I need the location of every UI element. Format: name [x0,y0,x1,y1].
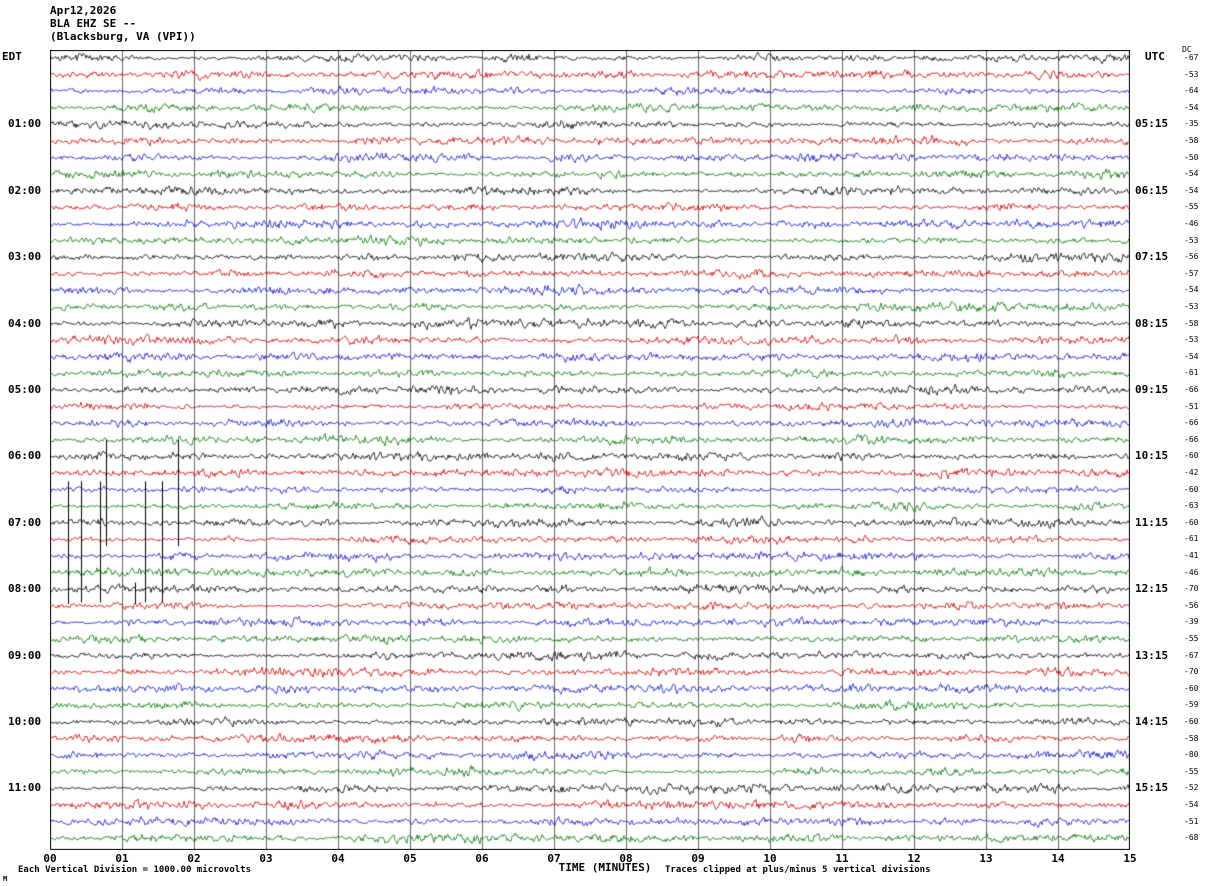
x-tick-label: 09 [691,852,705,865]
dc-value: -55 [1184,634,1199,643]
x-tick-label: 02 [187,852,201,865]
dc-value: -53 [1184,302,1199,311]
utc-label: 13:15 [1135,648,1169,662]
dc-value: -60 [1184,451,1199,461]
dc-value: -67 [1184,53,1199,62]
edt-label: 08:00 [8,582,42,596]
dc-value: -54 [1184,351,1199,361]
dc-value: -80 [1184,750,1199,760]
dc-value: -58 [1184,733,1199,743]
edt-label: 03:00 [8,250,42,264]
dc-offset-header: DC [1182,45,1192,54]
dc-value: -60 [1184,717,1199,726]
dc-value: -56 [1184,600,1199,610]
seismogram-canvas [50,50,1130,850]
dc-value: -67 [1184,650,1199,660]
utc-label: 11:15 [1135,515,1169,529]
dc-value: -46 [1184,219,1199,228]
x-tick-label: 06 [475,852,489,865]
edt-label: 07:00 [8,515,42,529]
dc-value: -60 [1184,517,1199,527]
dc-value: -54 [1184,102,1199,112]
dc-value: -39 [1184,617,1199,627]
dc-value: -50 [1184,152,1199,162]
dc-value: -42 [1184,468,1199,477]
utc-label: 07:15 [1135,250,1169,264]
right-timezone-label: UTC [1145,50,1165,63]
utc-label: 14:15 [1135,715,1169,728]
dc-value: -60 [1184,484,1199,494]
dc-value: -54 [1184,800,1199,809]
header-station: BLA EHZ SE -- [50,17,137,30]
x-tick-label: 13 [979,852,993,865]
x-tick-label: 00 [43,852,57,865]
dc-value: -59 [1184,700,1199,710]
x-tick-label: 01 [115,852,129,865]
dc-value: -61 [1184,368,1199,378]
edt-label: 01:00 [8,117,42,131]
utc-label: 08:15 [1135,316,1169,330]
header-location: (Blacksburg, VA (VPI)) [50,30,196,43]
utc-label: 09:15 [1135,383,1169,396]
dc-value: -55 [1184,766,1199,776]
dc-value: -46 [1184,567,1199,577]
dc-value: -70 [1184,667,1199,677]
edt-label: 02:00 [8,183,42,197]
x-tick-label: 04 [331,852,345,865]
edt-label: 05:00 [8,383,42,396]
dc-value: -55 [1184,202,1199,212]
utc-label: 15:15 [1135,781,1169,795]
edt-label: 09:00 [8,648,42,662]
dc-value: -68 [1184,833,1199,843]
dc-value: -56 [1184,252,1199,262]
dc-value: -57 [1184,268,1199,278]
utc-label: 05:15 [1135,117,1169,131]
dc-value: -51 [1184,816,1199,826]
x-tick-label: 08 [619,852,633,865]
edt-label: 11:00 [8,781,42,795]
clip-note: Traces clipped at plus/minus 5 vertical … [665,865,931,875]
dc-value: -41 [1184,551,1199,560]
utc-label: 12:15 [1135,582,1169,596]
dc-value: -53 [1184,335,1199,345]
scale-note: Each Vertical Division = 1000.00 microvo… [18,865,251,875]
x-tick-label: 10 [763,852,777,865]
header-date: Apr12,2026 [50,4,117,17]
dc-value: -58 [1184,136,1199,145]
utc-label: 06:15 [1135,183,1169,197]
x-tick-label: 12 [907,852,921,865]
dc-value: -35 [1184,119,1199,129]
edt-label: 06:00 [8,449,42,463]
dc-value: -60 [1184,683,1199,693]
dc-value: -53 [1184,235,1199,245]
dc-value: -51 [1184,401,1199,411]
x-tick-label: 15 [1123,852,1137,865]
x-tick-label: 05 [403,852,417,865]
dc-value: -70 [1184,584,1199,594]
left-timezone-label: EDT [2,50,22,63]
edt-label: 04:00 [8,316,42,330]
utc-label: 10:15 [1135,449,1169,463]
dc-value: -54 [1184,185,1199,195]
dc-value: -54 [1184,169,1199,179]
x-tick-label: 03 [259,852,273,865]
dc-value: -52 [1184,783,1199,793]
x-tick-label: 07 [547,852,561,865]
dc-value: -61 [1184,534,1199,544]
dc-value: -53 [1184,69,1199,79]
dc-value: -66 [1184,385,1199,394]
dc-value: -63 [1184,501,1199,511]
dc-value: -66 [1184,434,1199,444]
x-tick-label: 14 [1051,852,1065,865]
dc-value: -54 [1184,285,1199,295]
dc-value: -66 [1184,418,1199,428]
dc-value: -64 [1184,86,1199,96]
x-tick-label: 11 [835,852,849,865]
edt-label: 10:00 [8,715,42,728]
corner-mark: M [3,875,8,883]
dc-value: -58 [1184,318,1199,328]
x-axis-title: TIME (MINUTES) [558,861,652,874]
